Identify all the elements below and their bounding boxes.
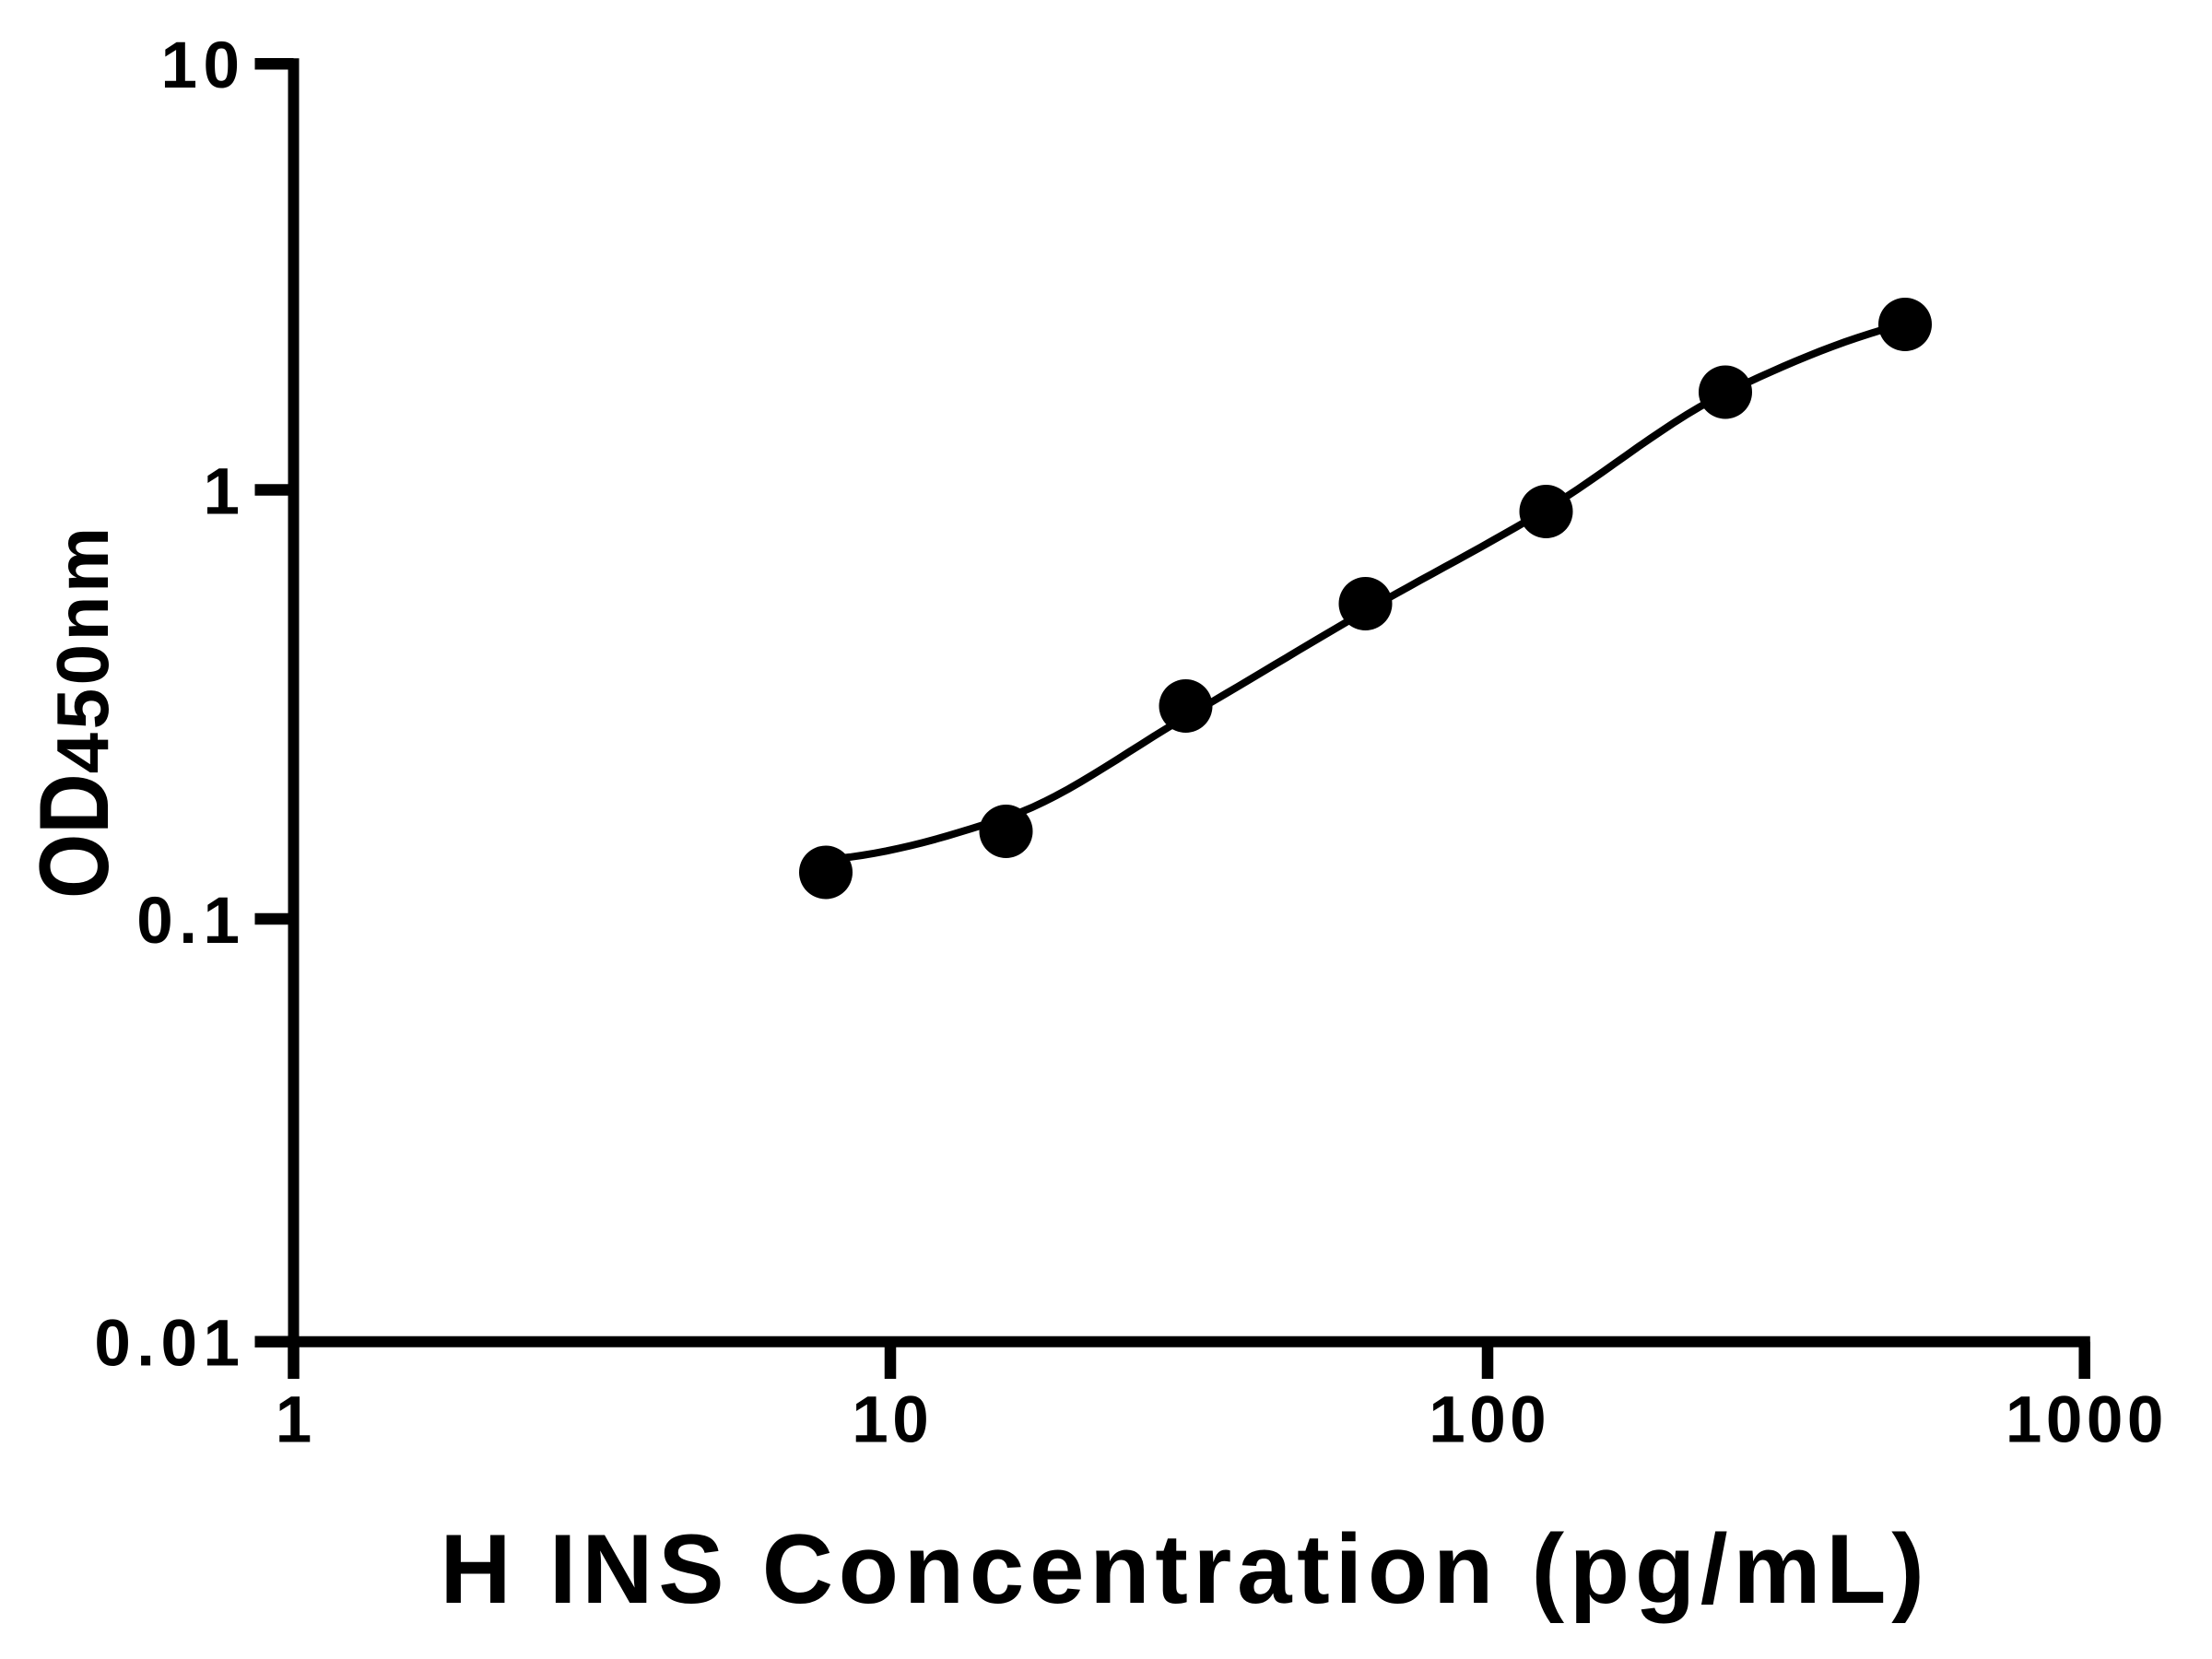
svg-text:1000: 1000 <box>2006 1384 2168 1457</box>
svg-text:H INS Concentration (pg/mL): H INS Concentration (pg/mL) <box>440 1513 1929 1624</box>
svg-text:10: 10 <box>161 29 246 102</box>
svg-text:1: 1 <box>276 1384 316 1457</box>
svg-text:100: 100 <box>1429 1384 1550 1457</box>
svg-text:10: 10 <box>852 1384 933 1457</box>
svg-text:0.1: 0.1 <box>136 885 245 958</box>
svg-text:0.01: 0.01 <box>94 1308 245 1381</box>
svg-text:450nm: 450nm <box>41 524 124 773</box>
svg-text:1: 1 <box>204 455 246 528</box>
svg-text:OD: OD <box>18 773 129 899</box>
